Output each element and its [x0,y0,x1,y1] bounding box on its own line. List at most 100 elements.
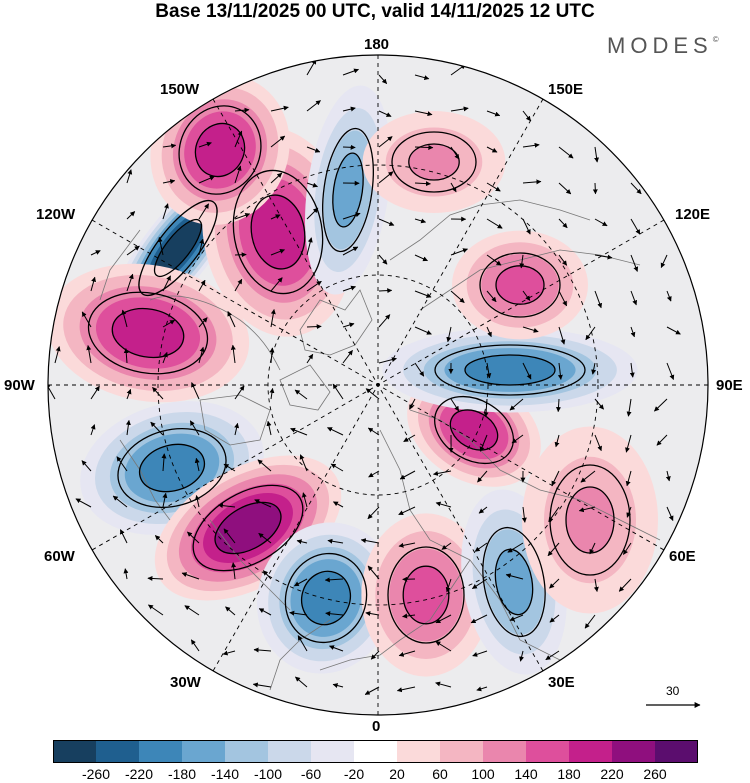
wind-vector [378,254,388,265]
wind-vector [399,470,416,480]
wind-vector [398,542,416,548]
lon-label-0: 0 [372,718,381,735]
wind-vector [477,470,488,483]
lon-label-90e: 90E [716,377,743,394]
wind-vector [234,278,243,292]
wind-vector [594,254,613,260]
wind-vector [403,434,416,443]
wind-vector [629,362,635,378]
wind-vector [342,350,353,364]
wind-vector [433,470,452,476]
colorbar-tick-label: -100 [253,766,283,782]
wind-vector [549,614,560,623]
wind-vector [378,218,395,226]
wind-vector [270,249,285,256]
colorbar-tick-label: -260 [81,766,111,782]
wind-vector [486,290,497,303]
wind-vector [486,254,502,266]
wind-vector [522,218,531,235]
wind-vector [435,681,452,688]
wind-vector [625,470,632,487]
wind-vector [75,498,92,508]
wind-vector [522,179,542,185]
height-contour [232,169,324,295]
wind-vector [112,495,128,508]
wind-vector [626,506,632,518]
brand-logo: MODES© [607,33,719,59]
wind-vector [478,506,488,514]
anomaly-band [215,502,281,554]
wind-vector [486,146,498,153]
wind-vector [558,218,568,229]
wind-vector [618,578,632,592]
wind-vector [666,362,675,380]
wind-vector [479,434,488,452]
wind-vector [327,538,344,544]
wind-vector [332,383,344,400]
wind-vector [522,326,539,333]
wind-vector [234,422,240,436]
wind-vector [630,290,638,306]
height-contour [284,552,368,644]
wind-vector [522,142,540,148]
anomaly-band [566,487,614,553]
height-contour [408,143,460,181]
wind-vector [558,254,568,266]
wind-vector [486,110,501,117]
wind-vector [558,146,574,159]
wind-vector [123,568,129,580]
wind-vector [398,650,416,657]
wind-vector [123,348,129,364]
wind-vector [509,398,524,411]
lon-label-150e: 150E [548,81,584,98]
wind-vector [367,427,380,436]
wind-vector [90,276,97,292]
wind-vector [81,311,92,328]
wind-vector [378,74,388,84]
wind-vector [342,285,356,292]
wind-vector [365,611,380,617]
wind-vector [332,683,344,688]
colorbar-bin-12 [569,740,612,763]
wind-vector [329,645,344,652]
wind-vector [483,398,489,418]
wind-vector [121,309,128,328]
wind-vector [270,277,283,292]
height-contour [482,526,546,638]
wind-vector [297,635,308,652]
height-contour [322,127,374,253]
wind-vector [414,254,428,262]
colorbar-bin-9 [440,740,483,763]
height-contour [111,307,185,359]
wind-vector [230,344,236,364]
wind-vector [474,542,488,552]
wind-vector [409,398,416,410]
wind-vector [486,182,501,192]
height-contour [402,565,450,625]
wind-vector [414,110,433,117]
wind-vector [190,639,200,652]
wind-vector [147,575,164,581]
wind-vector [90,424,96,436]
wind-vector [342,212,361,220]
wind-vector [126,211,136,220]
wind-vector [519,254,525,269]
wind-vector [270,172,283,184]
wind-vector [593,578,599,592]
wind-vector [414,362,425,377]
colorbar-tick-label: -220 [124,766,154,782]
wind-vector [162,203,169,220]
wind-vector [225,606,236,616]
wind-vector [295,676,308,688]
colorbar-bin-8 [397,740,440,763]
wind-vector [217,503,236,509]
wind-vector [486,326,492,338]
wind-vector [519,650,524,662]
wind-vector [365,388,380,400]
wind-vector [222,650,236,656]
wind-vector [269,347,275,364]
height-contour [117,427,227,509]
wind-vector [301,492,308,508]
colorbar-bin-11 [526,740,569,763]
